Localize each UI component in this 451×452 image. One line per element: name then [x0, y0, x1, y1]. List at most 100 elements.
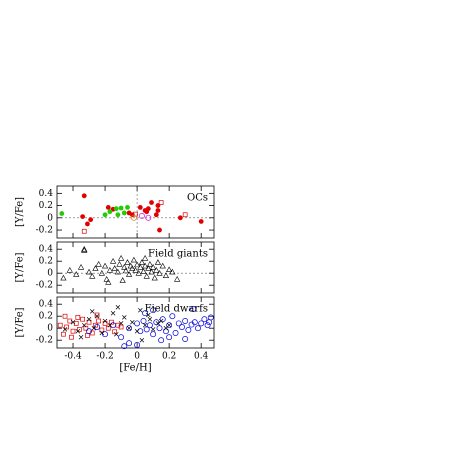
point [93, 322, 98, 328]
point [166, 322, 172, 328]
point [118, 324, 124, 330]
point [135, 269, 142, 276]
point [138, 307, 143, 313]
point [73, 321, 79, 326]
point [191, 319, 198, 326]
point [69, 334, 74, 340]
point [96, 318, 102, 324]
point [110, 310, 116, 316]
point [182, 318, 189, 324]
point [118, 321, 124, 326]
point [111, 265, 118, 271]
point [201, 316, 208, 323]
point [107, 322, 113, 328]
point [140, 318, 147, 324]
y-tick-label: -0.2 [36, 336, 53, 346]
point [153, 212, 159, 218]
point [149, 200, 154, 205]
point [166, 266, 173, 272]
y-tick-label: 0.2 [39, 312, 53, 322]
point [101, 262, 109, 269]
point [155, 203, 161, 208]
point [174, 275, 181, 282]
point [70, 319, 76, 325]
point [182, 212, 188, 218]
point [88, 217, 94, 223]
point [77, 327, 82, 332]
point [92, 265, 99, 271]
point [86, 316, 92, 322]
panel-label: Field dwarfs [145, 304, 208, 315]
x-tick-label: -0.2 [96, 352, 113, 362]
point [134, 342, 141, 348]
point [158, 200, 164, 205]
point [162, 328, 169, 335]
point [57, 322, 63, 328]
point [142, 262, 149, 269]
point [105, 325, 111, 331]
point [94, 313, 100, 319]
point [107, 209, 113, 215]
point [78, 334, 84, 340]
point [137, 205, 143, 210]
point [106, 266, 113, 273]
point [156, 269, 163, 276]
point [126, 325, 133, 332]
point [122, 315, 127, 320]
point [125, 271, 133, 277]
point [150, 263, 157, 270]
point [99, 330, 105, 336]
point [66, 266, 73, 273]
panel-label: OCs [187, 193, 208, 204]
point [138, 213, 145, 219]
point [129, 265, 136, 271]
point [166, 334, 173, 341]
point [124, 259, 131, 265]
point [118, 334, 125, 341]
point [80, 214, 86, 219]
point [126, 340, 133, 347]
point [86, 319, 92, 325]
point [146, 312, 151, 318]
point [150, 327, 156, 332]
point [89, 272, 96, 279]
point [67, 318, 73, 324]
point [146, 260, 154, 267]
point [159, 262, 166, 269]
point [94, 324, 101, 330]
point [109, 257, 117, 264]
point [132, 266, 139, 273]
point [134, 320, 141, 327]
point [75, 328, 81, 334]
point [89, 330, 95, 336]
point [130, 214, 137, 221]
point [142, 254, 149, 261]
y-axis-label: [Y/Fe] [15, 307, 26, 337]
point [80, 316, 85, 322]
point [150, 331, 157, 338]
x-tick-label: 0.2 [162, 352, 176, 362]
point [169, 313, 176, 320]
point [81, 193, 87, 199]
point [102, 212, 108, 218]
point [182, 336, 189, 342]
x-tick-label: -0.4 [64, 352, 82, 362]
point [155, 208, 161, 213]
point [99, 327, 105, 333]
point [61, 331, 66, 337]
point [121, 263, 128, 270]
point [105, 278, 112, 285]
point [110, 322, 117, 329]
point [130, 256, 138, 263]
plot-frame [56, 185, 215, 239]
point [121, 210, 127, 216]
point [75, 315, 81, 320]
point [85, 268, 93, 275]
point [81, 247, 88, 253]
point [155, 321, 161, 326]
point [117, 254, 125, 261]
point [81, 245, 88, 252]
point [162, 272, 170, 278]
point [94, 312, 100, 318]
y-tick-label: 0.2 [39, 201, 53, 211]
